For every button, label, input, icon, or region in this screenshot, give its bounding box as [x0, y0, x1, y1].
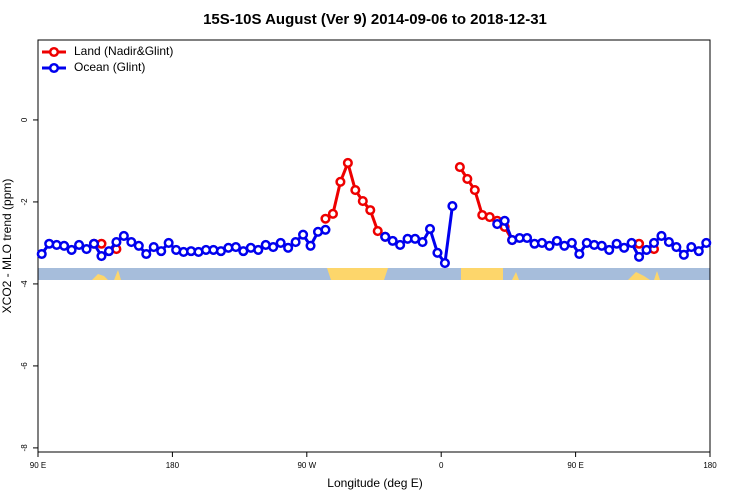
land-strip — [327, 268, 388, 280]
data-point — [604, 244, 615, 255]
data-point — [88, 238, 100, 249]
data-point — [298, 229, 309, 240]
data-point — [103, 246, 114, 257]
data-point — [522, 232, 533, 244]
data-point — [253, 244, 264, 255]
data-point — [118, 230, 129, 242]
y-axis-label: XCO2 - MLO trend (ppm) — [0, 179, 14, 314]
data-point — [156, 246, 167, 257]
data-point — [634, 251, 645, 262]
data-point — [126, 237, 137, 248]
legend-marker — [48, 62, 60, 74]
data-point — [454, 162, 465, 173]
data-point — [320, 213, 331, 224]
data-point — [380, 231, 391, 242]
data-point — [499, 215, 510, 226]
data-point — [283, 242, 294, 253]
data-point — [439, 257, 450, 269]
legend-label: Ocean (Glint) — [74, 60, 145, 74]
data-point — [74, 239, 85, 251]
x-tick-label: 180 — [703, 461, 717, 470]
data-point — [417, 237, 428, 248]
data-point — [469, 184, 480, 196]
y-tick-label: -2 — [20, 198, 29, 206]
x-tick-label: 180 — [166, 461, 180, 470]
data-point — [544, 240, 555, 251]
data-point — [275, 237, 286, 248]
data-point — [342, 157, 353, 169]
data-point — [656, 230, 667, 242]
data-point — [611, 238, 622, 249]
data-point — [372, 225, 383, 237]
data-point — [462, 173, 473, 185]
land-strip — [628, 272, 650, 280]
data-point — [148, 241, 159, 253]
data-point — [387, 235, 398, 246]
data-point — [230, 241, 241, 253]
land-ocean-mask — [38, 268, 710, 280]
data-point — [701, 237, 712, 248]
data-point — [36, 248, 47, 260]
data-point — [424, 223, 436, 235]
data-point — [686, 241, 697, 253]
x-tick-label: 90 E — [567, 461, 583, 470]
data-point — [290, 237, 301, 248]
land-strip — [114, 270, 121, 280]
data-point — [335, 176, 346, 187]
data-point — [395, 239, 406, 251]
data-point — [596, 240, 607, 251]
data-point — [350, 184, 361, 196]
data-point — [133, 240, 144, 251]
legend-marker — [48, 46, 60, 58]
data-point — [81, 244, 92, 255]
land-strip — [461, 268, 503, 280]
x-tick-label: 0 — [439, 461, 444, 470]
y-tick-label: -8 — [20, 444, 29, 452]
y-tick-label: 0 — [20, 117, 29, 122]
data-point — [432, 247, 443, 258]
x-tick-label: 90 W — [297, 461, 316, 470]
data-point — [111, 237, 122, 248]
x-axis-label: Longitude (deg E) — [327, 476, 422, 490]
data-point — [678, 249, 689, 260]
data-point — [268, 241, 279, 253]
data-point — [574, 248, 585, 260]
data-point — [163, 237, 174, 248]
y-tick-label: -4 — [20, 280, 29, 288]
data-point — [484, 212, 495, 223]
land-strip — [92, 274, 108, 280]
data-point — [648, 237, 660, 248]
data-point — [447, 200, 458, 212]
land-strip — [512, 272, 519, 280]
data-point — [641, 244, 652, 255]
data-point — [693, 246, 704, 257]
data-point — [66, 244, 77, 255]
series-line — [94, 163, 654, 249]
land-strip — [654, 271, 660, 280]
data-point — [365, 205, 376, 216]
data-point — [663, 237, 674, 248]
x-tick-label: 90 E — [30, 461, 46, 470]
data-point — [141, 248, 152, 260]
data-point — [96, 250, 107, 262]
data-point — [320, 224, 331, 235]
data-point — [551, 235, 562, 246]
chart-title: 15S-10S August (Ver 9) 2014-09-06 to 201… — [203, 11, 547, 28]
data-point — [59, 240, 70, 251]
data-point — [305, 240, 316, 251]
y-tick-label: -6 — [20, 362, 29, 370]
data-point — [626, 237, 637, 248]
data-point — [671, 241, 682, 253]
data-point — [357, 196, 368, 207]
data-point — [327, 208, 338, 219]
data-point — [619, 242, 630, 253]
legend-label: Land (Nadir&Glint) — [74, 44, 173, 58]
data-point — [566, 237, 577, 248]
